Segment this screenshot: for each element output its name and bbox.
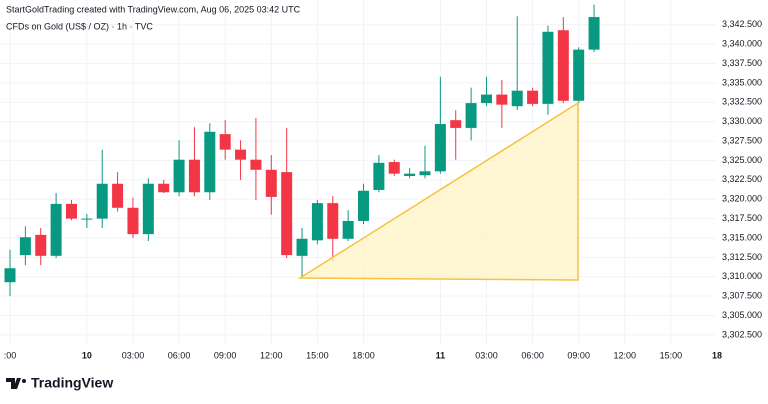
candles xyxy=(4,4,600,297)
brand-logo: TradingView xyxy=(6,375,113,391)
candle-body xyxy=(327,203,339,239)
candle-body xyxy=(173,159,185,193)
candle-body xyxy=(573,49,585,101)
candle-body xyxy=(250,159,262,170)
y-tick-label: 3,332.500 xyxy=(722,97,762,107)
candle-body xyxy=(419,171,431,176)
candle-body xyxy=(342,220,354,239)
x-tick-label: 03:00 xyxy=(475,350,498,360)
candle-body xyxy=(511,90,523,107)
candle-body xyxy=(388,162,400,174)
candle-body xyxy=(219,134,231,150)
axes: 3,302.500 3,305.000 3,307.500 3,310.000 3,31… xyxy=(4,19,762,360)
brand-name: TradingView xyxy=(31,375,113,391)
candle-body xyxy=(65,203,77,219)
y-tick-label: 3,317.500 xyxy=(722,213,762,223)
candle-body xyxy=(265,169,277,197)
candle-body xyxy=(358,190,370,221)
candle-body xyxy=(204,131,216,193)
candle-body xyxy=(542,31,554,104)
x-tick-label: 15:00 xyxy=(306,350,329,360)
y-tick-label: 3,307.500 xyxy=(722,291,762,301)
candle-body xyxy=(404,173,416,176)
y-tick-label: 3,330.000 xyxy=(722,116,762,126)
candle-body xyxy=(112,183,124,208)
chart-title: StartGoldTrading created with TradingVie… xyxy=(6,4,301,14)
candle-body xyxy=(450,120,462,128)
y-tick-label: 3,342.500 xyxy=(722,19,762,29)
x-tick-label: 18 xyxy=(712,350,722,360)
x-tick-label: 09:00 xyxy=(214,350,237,360)
candle-body xyxy=(373,162,385,190)
y-tick-label: 3,302.500 xyxy=(722,329,762,339)
chart-subtitle: CFDs on Gold (US$ / OZ) · 1h · TVC xyxy=(6,21,153,31)
y-tick-label: 3,340.000 xyxy=(722,39,762,49)
candle-body xyxy=(557,30,569,101)
candle-body xyxy=(527,90,539,104)
candle-body xyxy=(188,159,200,193)
y-tick-label: 3,322.500 xyxy=(722,174,762,184)
x-tick-label: 03:00 xyxy=(122,350,145,360)
x-tick-label: 18:00 xyxy=(352,350,375,360)
y-tick-label: 3,320.000 xyxy=(722,194,762,204)
candle-body xyxy=(127,207,139,235)
x-tick-label: 10 xyxy=(82,350,92,360)
x-tick-label: 12:00 xyxy=(614,350,637,360)
candle-body xyxy=(235,149,247,160)
candle-body xyxy=(296,238,308,256)
candle-body xyxy=(96,183,108,219)
candle-body xyxy=(142,183,154,235)
x-tick-label: 09:00 xyxy=(567,350,590,360)
y-tick-label: 3,327.500 xyxy=(722,135,762,145)
y-tick-label: 3,312.500 xyxy=(722,252,762,262)
y-tick-label: 3,335.000 xyxy=(722,77,762,87)
x-tick-label: 06:00 xyxy=(168,350,191,360)
y-tick-label: 3,315.000 xyxy=(722,232,762,242)
price-axis xyxy=(716,0,768,345)
candle-body xyxy=(496,94,508,105)
candle-body xyxy=(4,268,16,283)
y-tick-label: 3,305.000 xyxy=(722,310,762,320)
candle-body xyxy=(281,172,293,256)
y-tick-label: 3,325.000 xyxy=(722,155,762,165)
x-tick-label: 11 xyxy=(436,350,446,360)
x-tick-label: 12:00 xyxy=(260,350,283,360)
candle-body xyxy=(158,183,170,193)
y-tick-label: 3,337.500 xyxy=(722,58,762,68)
candle-body xyxy=(50,203,62,256)
candle-body xyxy=(434,124,446,172)
candle-body xyxy=(588,17,600,50)
x-tick-label: 06:00 xyxy=(521,350,544,360)
time-axis xyxy=(0,345,768,367)
y-tick-label: 3,310.000 xyxy=(722,271,762,281)
candle-body xyxy=(480,94,492,104)
x-tick-label: 15:00 xyxy=(660,350,683,360)
candle-body xyxy=(19,237,31,256)
candle-body xyxy=(81,218,93,220)
candle-body xyxy=(465,103,477,128)
candle-body xyxy=(35,234,47,256)
candle-body xyxy=(311,203,323,241)
x-tick-label: :00 xyxy=(4,350,17,360)
triangle-drawing xyxy=(297,101,579,281)
